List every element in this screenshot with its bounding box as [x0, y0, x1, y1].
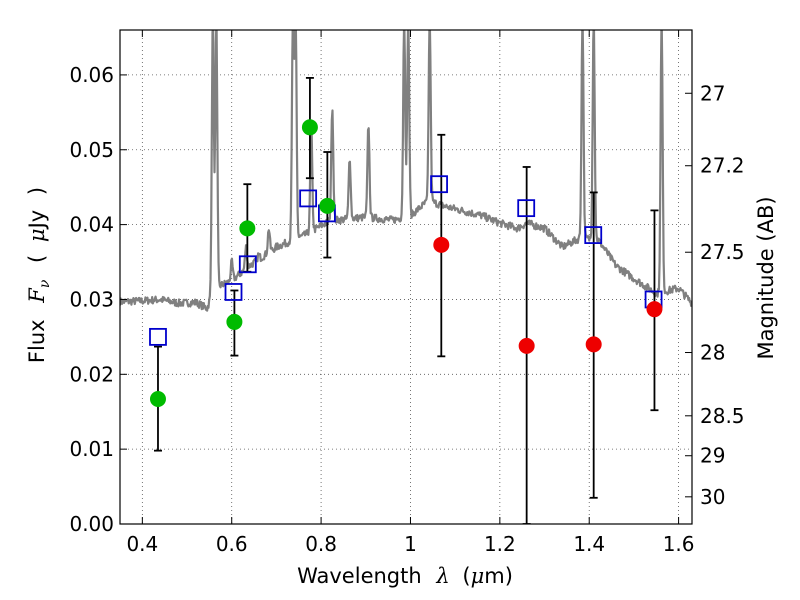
y2-tick-label: 27.5: [700, 240, 745, 264]
y2-tick-label: 28.5: [700, 404, 745, 428]
model-photometry-square: [517, 199, 536, 218]
model-photometry-square: [584, 226, 603, 244]
y2-tick-label: 29: [700, 444, 725, 468]
x-tick-label: 1.2: [484, 532, 516, 556]
y-tick-label: 0.06: [69, 63, 114, 87]
x-axis-unit-prefix: μ: [471, 564, 485, 588]
model-spectrum-line: [120, 30, 692, 312]
x-tick-label: 1.6: [663, 532, 695, 556]
x-tick-label: 0.8: [305, 532, 337, 556]
x-tick-label: 0.6: [216, 532, 248, 556]
model-photometry-square: [299, 189, 318, 208]
y-axis-unit-prefix: μ: [25, 228, 49, 242]
y-tick-label: 0.05: [69, 138, 114, 162]
model-photometry-square: [149, 327, 167, 346]
y-axis-unit: Jy: [25, 210, 49, 231]
y2-tick-label: 27: [700, 81, 725, 105]
model-photometry-square: [224, 283, 243, 301]
x-axis-label-prefix: Wavelength: [297, 564, 422, 588]
observed-point: [226, 313, 243, 330]
model-photometry-square: [430, 175, 448, 194]
y-axis-label: Flux Fν ( μJy ): [25, 187, 54, 363]
y-tick-label: 0.00: [69, 512, 114, 536]
y2-tick-label: 27.2: [700, 154, 745, 178]
y-tick-label: 0.04: [69, 213, 114, 237]
y-axis-symbol-subscript: ν: [37, 279, 53, 288]
y-tick-label: 0.03: [69, 287, 114, 311]
observed-point: [433, 236, 450, 253]
observed-point: [319, 197, 336, 214]
y2-axis-label: Magnitude (AB): [754, 196, 778, 359]
observed-point: [301, 119, 318, 136]
y2-tick-label: 28: [700, 341, 725, 365]
observed-point: [646, 301, 663, 318]
x-tick-label: 1.4: [573, 532, 605, 556]
y2-tick-label: 30: [700, 485, 725, 509]
plot-area: [120, 30, 692, 524]
observed-point: [518, 337, 535, 354]
x-axis-close-paren: ): [505, 564, 513, 588]
y-axis-symbol: F: [25, 287, 49, 304]
x-axis-label: Wavelength λ (μm): [297, 564, 513, 588]
axis-ticks: 0.4 0.6 0.8 1 1.2 1.4 1.6 0.00 0.01 0.02 0.03 0.04 0…: [69, 30, 745, 556]
observed-point: [585, 336, 602, 353]
x-axis-open-paren: (: [462, 564, 470, 588]
y-axis-open-paren: (: [25, 255, 49, 263]
x-axis-unit: m: [484, 564, 504, 588]
x-tick-label: 0.4: [126, 532, 158, 556]
y-axis-close-paren: ): [25, 187, 49, 195]
plot-frame: [119, 29, 693, 525]
observed-point: [239, 220, 256, 237]
model-photometry-square: [238, 255, 257, 274]
y-tick-label: 0.01: [69, 437, 114, 461]
y-tick-label: 0.02: [69, 362, 114, 386]
y-axis-label-prefix: Flux: [25, 319, 49, 363]
x-tick-label: 1: [404, 532, 417, 556]
observed-point: [149, 391, 166, 408]
x-axis-symbol: λ: [435, 564, 449, 588]
